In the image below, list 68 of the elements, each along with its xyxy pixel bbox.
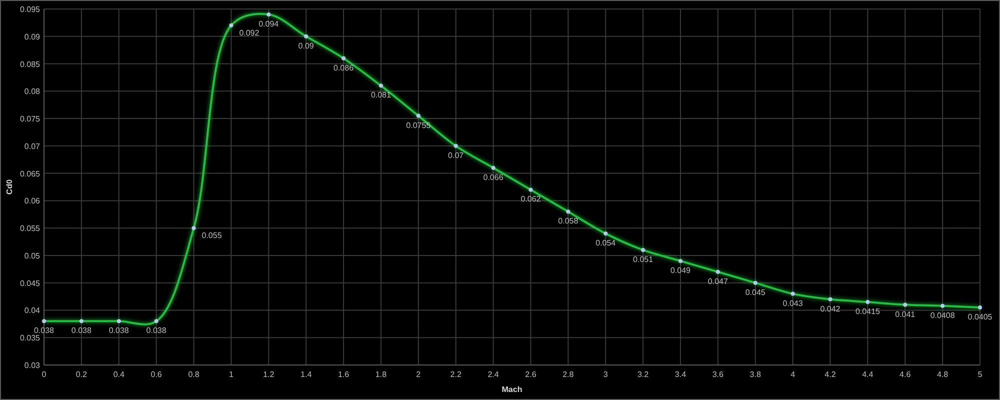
x-tick-label: 0.8 [188,370,200,379]
data-label: 0.045 [745,288,766,297]
y-tick-label: 0.09 [24,32,41,42]
x-tick-label: 1.6 [338,370,350,379]
x-axis-title: Mach [502,385,522,394]
y-tick-label: 0.03 [24,361,41,370]
data-label: 0.0415 [855,307,880,316]
y-tick-label: 0.065 [20,169,41,178]
x-tick-label: 1.8 [375,370,388,379]
data-label: 0.041 [895,310,916,319]
x-tick-label: 0 [42,370,47,379]
y-tick-label: 0.06 [24,196,41,206]
y-axis-title: Cd0 [5,178,14,195]
data-label: 0.09 [298,41,314,50]
x-tick-label: 2.6 [525,370,537,379]
x-tick-label: 0.6 [150,370,162,379]
x-tick-label: 3.8 [750,370,762,379]
x-tick-label: 3.6 [712,370,724,379]
data-label: 0.051 [633,254,654,264]
x-tick-label: 1 [228,370,234,379]
y-tick-label: 0.05 [24,251,41,260]
y-tick-label: 0.045 [20,278,41,288]
data-label: 0.047 [708,276,728,286]
data-label: 0.0755 [406,120,432,130]
x-tick-label: 4 [790,370,796,379]
x-tick-label: 2.8 [562,370,574,379]
x-tick-label: 4.8 [936,370,949,379]
data-label: 0.058 [558,216,579,226]
y-tick-label: 0.095 [20,5,41,14]
x-tick-label: 4.6 [900,370,912,379]
data-label: 0.092 [239,28,260,38]
y-tick-label: 0.085 [20,60,41,69]
x-tick-label: 1.2 [263,370,275,379]
y-tick-label: 0.08 [24,87,41,96]
data-label: 0.094 [258,19,280,28]
x-tick-label: 3 [603,370,608,379]
x-tick-label: 2.2 [450,370,462,379]
data-label: 0.038 [71,326,92,336]
data-label: 0.081 [370,90,392,100]
y-tick-label: 0.035 [20,334,41,343]
data-label: 0.066 [483,172,504,182]
data-label: 0.086 [334,63,354,72]
data-label: 0.07 [448,150,464,160]
data-label: 0.042 [820,304,841,314]
data-label: 0.038 [34,326,55,336]
x-tick-label: 4.4 [862,370,874,379]
x-tick-label: 0.2 [76,370,88,379]
y-tick-label: 0.055 [20,224,41,234]
x-tick-label: 2.4 [488,370,500,379]
data-label: 0.0408 [930,310,956,320]
x-tick-label: 5 [978,370,983,379]
x-tick-label: 3.4 [674,370,687,379]
data-label: 0.043 [782,298,804,308]
x-tick-label: 4.2 [824,370,836,379]
data-label: 0.049 [670,266,692,275]
data-label: 0.055 [202,231,222,240]
x-tick-label: 0.4 [113,370,125,379]
y-tick-label: 0.04 [24,306,41,316]
x-tick-label: 2 [416,370,422,379]
x-tick-label: 3.2 [637,370,650,379]
data-label: 0.062 [520,194,542,204]
data-label: 0.038 [108,326,130,336]
data-label: 0.054 [596,238,616,248]
y-tick-label: 0.075 [20,114,41,124]
data-label: 0.038 [146,326,167,336]
x-tick-label: 1.4 [300,370,312,379]
y-tick-label: 0.07 [24,142,41,151]
data-label: 0.0405 [968,312,993,322]
